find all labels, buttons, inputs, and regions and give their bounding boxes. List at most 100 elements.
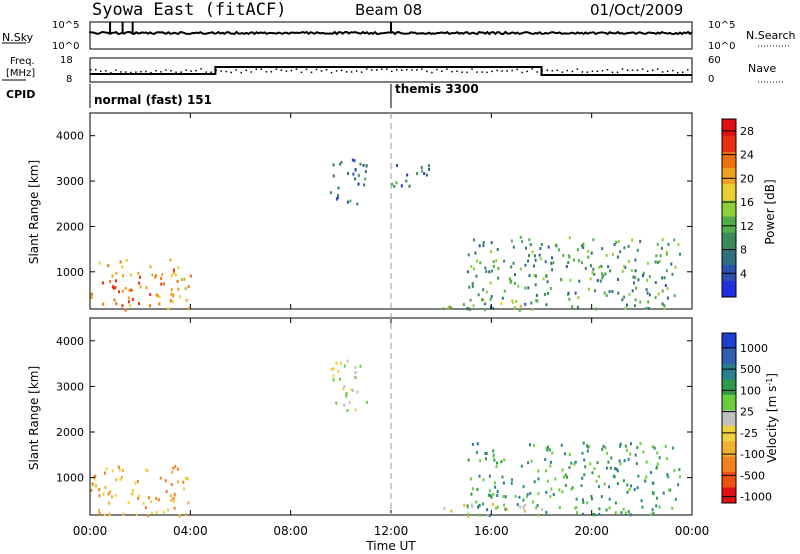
echo-cell [183,487,186,491]
echo-cell [346,200,349,204]
echo-cell [592,238,595,242]
echo-cell [511,300,514,304]
echo-cell [551,256,553,260]
echo-cell [332,374,335,378]
echo-cell [661,276,664,280]
nave-dot [636,69,639,71]
echo-cell [136,480,139,484]
nave-dot [285,70,288,72]
echo-cell [184,287,187,291]
echo-cell [531,308,534,311]
echo-cell [570,461,573,465]
nave-dot [120,71,122,73]
nave-dot [476,71,478,73]
echo-cell [646,278,649,282]
echo-cell [646,291,649,295]
echo-cell [642,271,645,275]
echo-cell [364,177,367,181]
echo-cell [648,293,651,297]
echo-cell [427,164,430,168]
echo-cell [329,191,332,195]
nave-dot [416,69,418,71]
echo-cell [481,502,484,506]
echo-cell [578,279,581,283]
echo-cell [640,499,643,503]
echo-cell [346,409,349,413]
echo-cell [673,469,676,473]
echo-cell [547,291,549,295]
colorbar-swatch [722,199,736,217]
nave-dot [546,69,549,71]
echo-cell [581,261,583,265]
echo-cell [537,469,540,473]
echo-cell [552,493,555,496]
freq-label: Freq. [10,56,35,67]
echo-cell [482,244,485,248]
echo-cell [546,280,549,284]
echo-cell [479,459,482,463]
nave-dot [466,71,468,74]
echo-cell [482,288,485,292]
echo-cell [664,284,667,287]
echo-cell [584,465,587,469]
echo-cell [608,506,611,510]
power-panel: 1000 2000 3000 4000 Slant Range [km] [27,112,693,312]
nave-dot [275,68,278,70]
echo-cell [529,492,532,495]
echo-cell [189,274,192,278]
nave-dot [230,71,232,74]
colorbar-swatch [722,151,736,169]
echo-cell [546,479,549,483]
echo-cell [633,281,635,285]
echo-cell [528,238,531,242]
echo-cell [603,291,606,295]
echo-cell [518,308,521,312]
x-tick-label: 00:00 [675,524,710,538]
echo-cell [332,367,335,371]
echo-cell [647,307,650,310]
echo-cell [621,269,624,273]
echo-cell [423,172,426,176]
echo-cell [624,511,627,515]
power-y-ticks: 1000 2000 3000 4000 [56,130,692,279]
echo-cell [421,169,424,173]
nave-dot [676,71,679,74]
echo-cell [533,264,535,268]
x-axis-label: Time UT [365,539,416,553]
echo-cell [649,471,652,475]
power-colorbar: 4 8 12 16 20 24 28 [721,118,754,298]
echo-cell [352,172,355,176]
echo-cell [144,506,147,510]
nave-dot [335,70,338,72]
nave-dot [245,69,248,72]
echo-cell [545,490,548,494]
nave-dot [611,71,614,74]
echo-cell [623,295,626,299]
echo-cell [425,173,428,177]
echo-cell [670,262,673,266]
echo-cell [488,270,491,274]
echo-cell [115,302,118,306]
echo-cell [527,286,530,290]
echo-cell [564,484,567,487]
echo-cell [149,304,152,308]
nave-dot [606,69,609,71]
echo-cell [531,250,534,254]
echo-cell [597,475,600,478]
echo-cell [611,290,614,293]
echo-cell [569,278,572,282]
echo-cell [652,492,655,496]
echo-cell [589,462,592,466]
echo-cell [667,242,670,246]
echo-cell [535,506,538,510]
nave-dot [295,68,298,70]
velocity-y-ticks: 1000 2000 3000 4000 [56,335,692,485]
echo-cell [609,269,612,273]
echo-cell [572,258,575,262]
x-tick-label: 16:00 [474,524,509,538]
echo-cell [105,467,108,471]
echo-cell [515,300,518,303]
colorbar-swatch [722,333,736,349]
echo-cell [655,465,658,469]
echo-cell [337,186,340,190]
